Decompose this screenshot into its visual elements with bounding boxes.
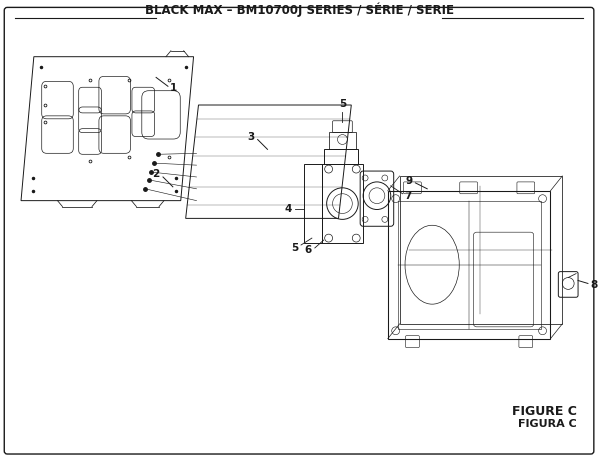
Text: 2: 2: [152, 169, 159, 179]
Text: 3: 3: [247, 131, 254, 142]
FancyBboxPatch shape: [4, 7, 594, 454]
Text: 8: 8: [590, 280, 597, 290]
Text: 7: 7: [404, 191, 412, 201]
Text: 5: 5: [291, 243, 298, 253]
Text: FIGURE C: FIGURE C: [512, 404, 577, 418]
Text: BLACK MAX – BM10700J SERIES / SÉRIE / SERIE: BLACK MAX – BM10700J SERIES / SÉRIE / SE…: [145, 2, 454, 17]
Text: 6: 6: [305, 245, 312, 255]
Text: 5: 5: [339, 99, 346, 109]
Text: 4: 4: [285, 203, 292, 213]
Text: 9: 9: [406, 176, 412, 186]
Text: 1: 1: [170, 83, 177, 93]
Text: FIGURA C: FIGURA C: [518, 420, 577, 430]
